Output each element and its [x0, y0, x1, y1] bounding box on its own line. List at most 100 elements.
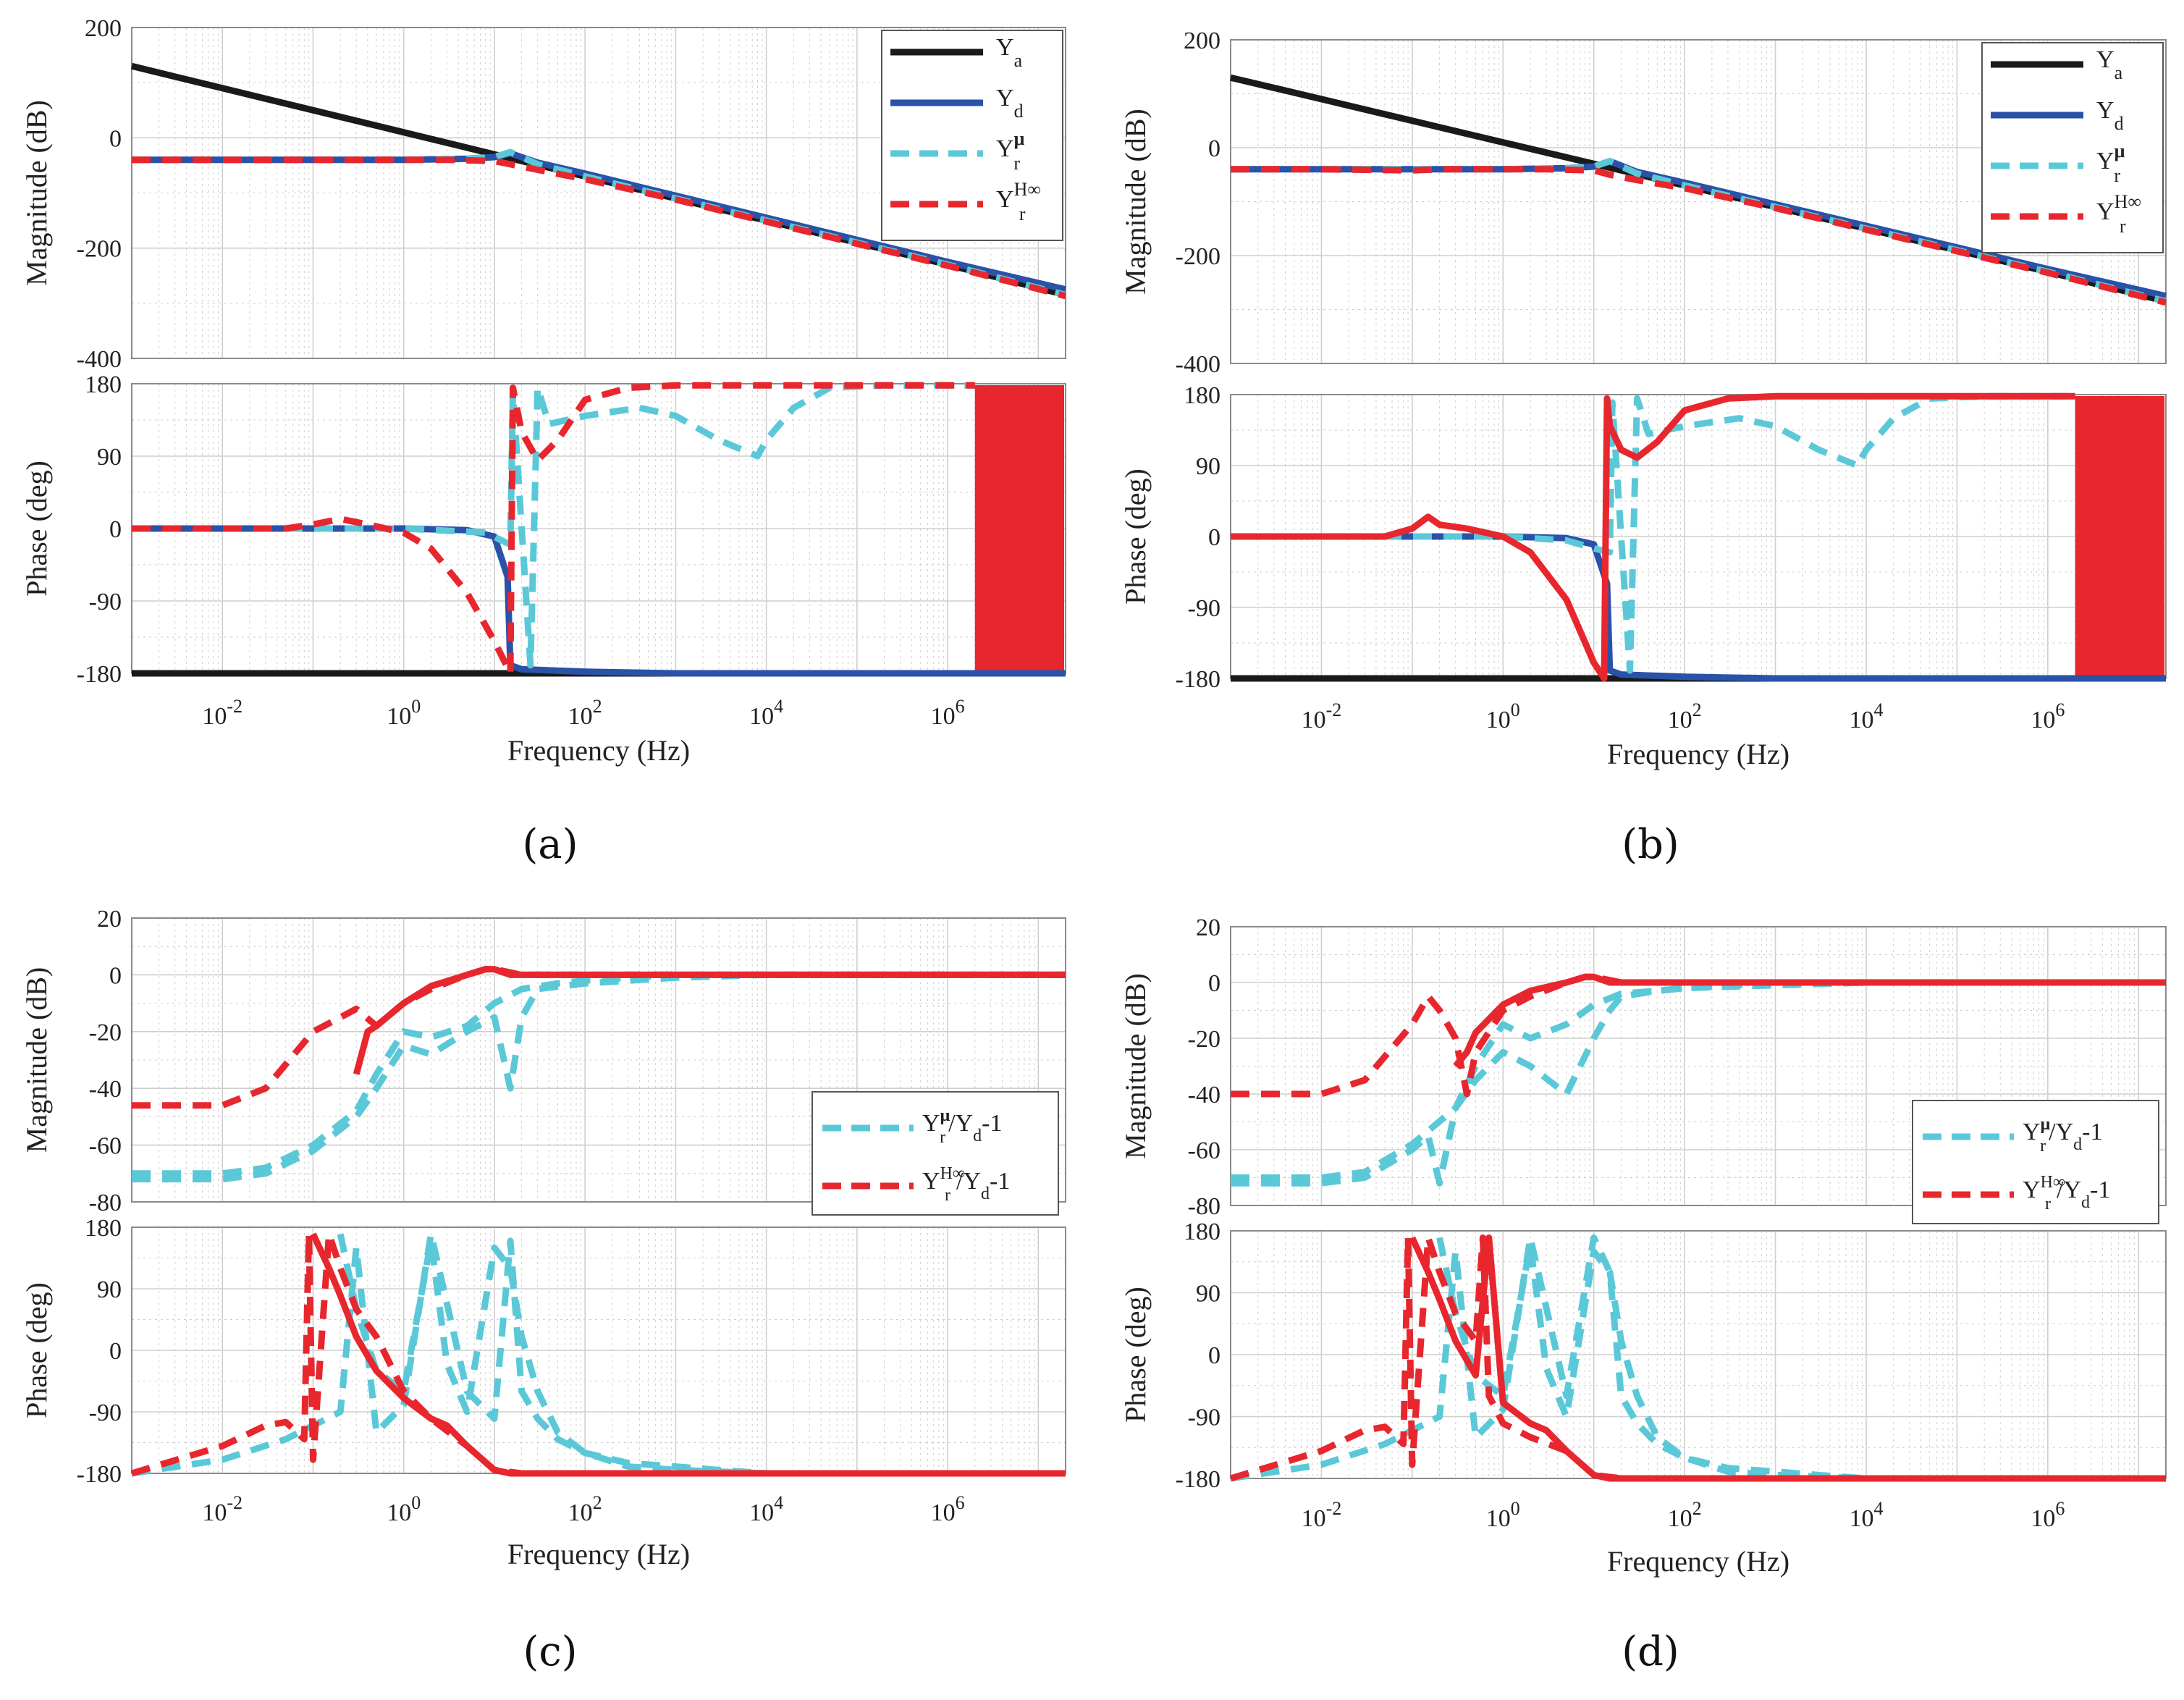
panel-c-phase-label: Phase (deg): [20, 1282, 53, 1418]
panel-a-xtick-label: 104: [749, 696, 783, 730]
panel-d-frequency-label: Frequency (Hz): [1607, 1545, 1789, 1578]
panel-d-magnitude-ytick-label: 20: [1196, 914, 1220, 941]
panel-a-phase-ytick-label: -180: [77, 661, 122, 688]
panel-c-magnitude-ytick-label: -40: [89, 1076, 122, 1103]
panel-d-xtick-label: 104: [1849, 1498, 1883, 1532]
panel-b-frequency-label: Frequency (Hz): [1607, 738, 1789, 770]
panel-a-phase-series-yr-hinf: [132, 382, 975, 677]
panel-c-magnitude-label: Magnitude (dB): [20, 967, 53, 1153]
panel-b-phase-ytick-label: 180: [1184, 382, 1220, 409]
panel-d-magnitude-series-yr-hinf-yd-1: [1231, 973, 2166, 1098]
panel-b-xtick-label: 10-2: [1302, 699, 1342, 733]
panel-b-magnitude-frame: [1230, 39, 2167, 364]
panel-d-magnitude-ytick-label: -40: [1188, 1082, 1220, 1108]
panel-a-magnitude-ytick-label: -400: [77, 346, 122, 373]
panel-b-phase-label: Phase (deg): [1119, 468, 1152, 605]
panel-a-phase-ytick-label: 90: [97, 444, 122, 471]
panel-d-phase-ytick-label: 180: [1184, 1219, 1220, 1245]
panel-c-xtick-label: 10-2: [202, 1492, 243, 1526]
panel-c-magnitude-ytick-label: 0: [109, 962, 122, 989]
panel-b-xtick-label: 106: [2031, 699, 2065, 733]
panel-b-xticks: 10-2 100 102 104 106: [1302, 699, 2065, 733]
panel-b-legend-label: Ya: [2096, 46, 2123, 83]
panel-c-magnitude-series-yr-hinf-yd-1-b-: [353, 966, 1066, 1075]
panel-c-magnitude-series-yr-hinf-yd-1: [132, 966, 1066, 1109]
panel-a-magnitude-ytick-label: -200: [77, 236, 122, 263]
panel-d-magnitude-frame: [1230, 926, 2167, 1206]
panel-b-legend-label: Yμ r: [2096, 140, 2125, 186]
panel-a-phase-axes: 180 90 0 -90 -180: [77, 371, 1066, 688]
panel-label-a: (a): [522, 821, 578, 868]
panel-d-phase-ytick-label: -180: [1176, 1466, 1220, 1493]
panel-a-xticks: 10-2 100 102 104 106: [202, 696, 964, 730]
panel-a-phase-series-yr-mu: [132, 382, 975, 669]
panel-b-phase-ytick-label: -90: [1188, 595, 1220, 622]
panel-c-magnitude-ytick-label: -80: [89, 1190, 122, 1216]
panel-d-xticks: 10-2 100 102 104 106: [1302, 1498, 2065, 1532]
panel-b-magnitude-ytick-label: -400: [1176, 351, 1220, 378]
panel-a-phase-label: Phase (deg): [20, 460, 53, 597]
panel-a-legend: Ya Yd Yμ r YH∞ r: [881, 30, 1063, 241]
panel-b-legend-box: [1981, 42, 2164, 253]
panel-d-magnitude-ytick-label: 0: [1208, 970, 1220, 997]
panel-b-magnitude-ytick-label: -200: [1176, 243, 1220, 270]
panel-c-phase-ytick-label: 90: [97, 1276, 122, 1303]
panel-d-magnitude-series-yr-mu-yd-1-b-: [1231, 979, 2166, 1181]
panel-c-phase-ytick-label: 0: [109, 1338, 122, 1365]
panel-a-magnitude-ytick-label: 200: [85, 15, 122, 42]
panel-c-frequency-label: Frequency (Hz): [507, 1538, 690, 1570]
panel-b-magnitude-ytick-label: 200: [1184, 28, 1220, 54]
panel-d-phase-series-yr-hinf-yd-1-b-: [1409, 1234, 2166, 1482]
panel-b-xtick-label: 102: [1668, 699, 1702, 733]
panel-b-magnitude-label: Magnitude (dB): [1119, 109, 1152, 295]
panel-c-magnitude-series-yr-mu-yd-1-b-: [132, 971, 1066, 1177]
panel-b-legend: Ya Yd Yμ r YH∞ r: [1981, 42, 2164, 253]
panel-a-legend-label: Yμ r: [996, 128, 1025, 174]
panel-a-xtick-label: 106: [931, 696, 965, 730]
panel-b-phase-ytick-label: 0: [1208, 524, 1220, 551]
panel-b-xtick-label: 104: [1849, 699, 1883, 733]
panel-c-xtick-label: 100: [387, 1492, 421, 1526]
panel-d-magnitude-ytick-label: -20: [1188, 1026, 1220, 1053]
panel-d-phase-series-yr-mu-yd-1: [1230, 1234, 2166, 1482]
panel-c-magnitude-frame: [131, 917, 1066, 1203]
panel-b-magnitude-series-yr-hinf: [1231, 166, 2167, 306]
panel-c-xtick-label: 106: [931, 1492, 965, 1526]
panel-b-magnitude-axes: 200 0 -200 -400: [1176, 28, 2167, 378]
panel-d-phase-ytick-label: 90: [1196, 1281, 1220, 1308]
panel-c-xtick-label: 104: [749, 1492, 783, 1526]
panel-d-magnitude-ytick-label: -60: [1188, 1137, 1220, 1164]
panel-a-legend-label: Ya: [996, 34, 1023, 71]
panel-d-phase-ytick-label: 0: [1208, 1342, 1220, 1369]
panel-a-xtick-label: 100: [387, 696, 421, 730]
panel-d-legend-label: YH∞ r/Yd-1: [2023, 1173, 2110, 1213]
panel-a-legend-label: Yd: [996, 85, 1024, 122]
panel-b-phase-hf-band: [2075, 396, 2164, 677]
panel-b-legend-label: YH∞ r: [2096, 191, 2141, 237]
panel-c-phase-series-yr-hinf-yd-1-b-: [310, 1232, 1066, 1477]
panel-c-legend-label: YH∞ r/Yd-1: [922, 1164, 1010, 1205]
panel-a-legend-box: [881, 30, 1063, 241]
panel-b-phase-axes: 180 90 0 -90 -180: [1176, 382, 2167, 693]
panel-a-xtick-label: 10-2: [202, 696, 243, 730]
panel-c-phase-ytick-label: -90: [89, 1400, 122, 1426]
panel-c-legend: Yμ r/Yd-1 YH∞ r/Yd-1: [811, 1091, 1059, 1216]
panel-a-phase-ytick-label: 0: [109, 516, 122, 543]
panel-b-legend-label: Yd: [2096, 97, 2124, 134]
panel-a-legend-label: YH∞ r: [996, 179, 1041, 224]
panel-b-xtick-label: 100: [1486, 699, 1520, 733]
panel-d-legend: Yμ r/Yd-1 YH∞ r/Yd-1: [1912, 1100, 2159, 1224]
panel-d-magnitude-axes: 20 0 -20 -40 -60 -80: [1188, 914, 2167, 1220]
panel-d-legend-box: [1912, 1100, 2159, 1224]
panel-label-c: (c): [523, 1628, 577, 1675]
panel-d-magnitude-label: Magnitude (dB): [1119, 973, 1152, 1159]
panel-label-d: (d): [1622, 1628, 1679, 1675]
panel-c-phase-series-yr-hinf-yd-1: [130, 1230, 1066, 1477]
panel-a-frequency-label: Frequency (Hz): [507, 734, 690, 767]
panel-d-legend-label: Yμ r/Yd-1: [2023, 1115, 2103, 1156]
panel-c-phase-ytick-label: -180: [77, 1461, 122, 1488]
panel-c-xtick-label: 102: [568, 1492, 602, 1526]
panel-a-phase-ytick-label: 180: [85, 371, 122, 398]
panel-a-magnitude-series-yr-hinf: [132, 156, 1067, 300]
